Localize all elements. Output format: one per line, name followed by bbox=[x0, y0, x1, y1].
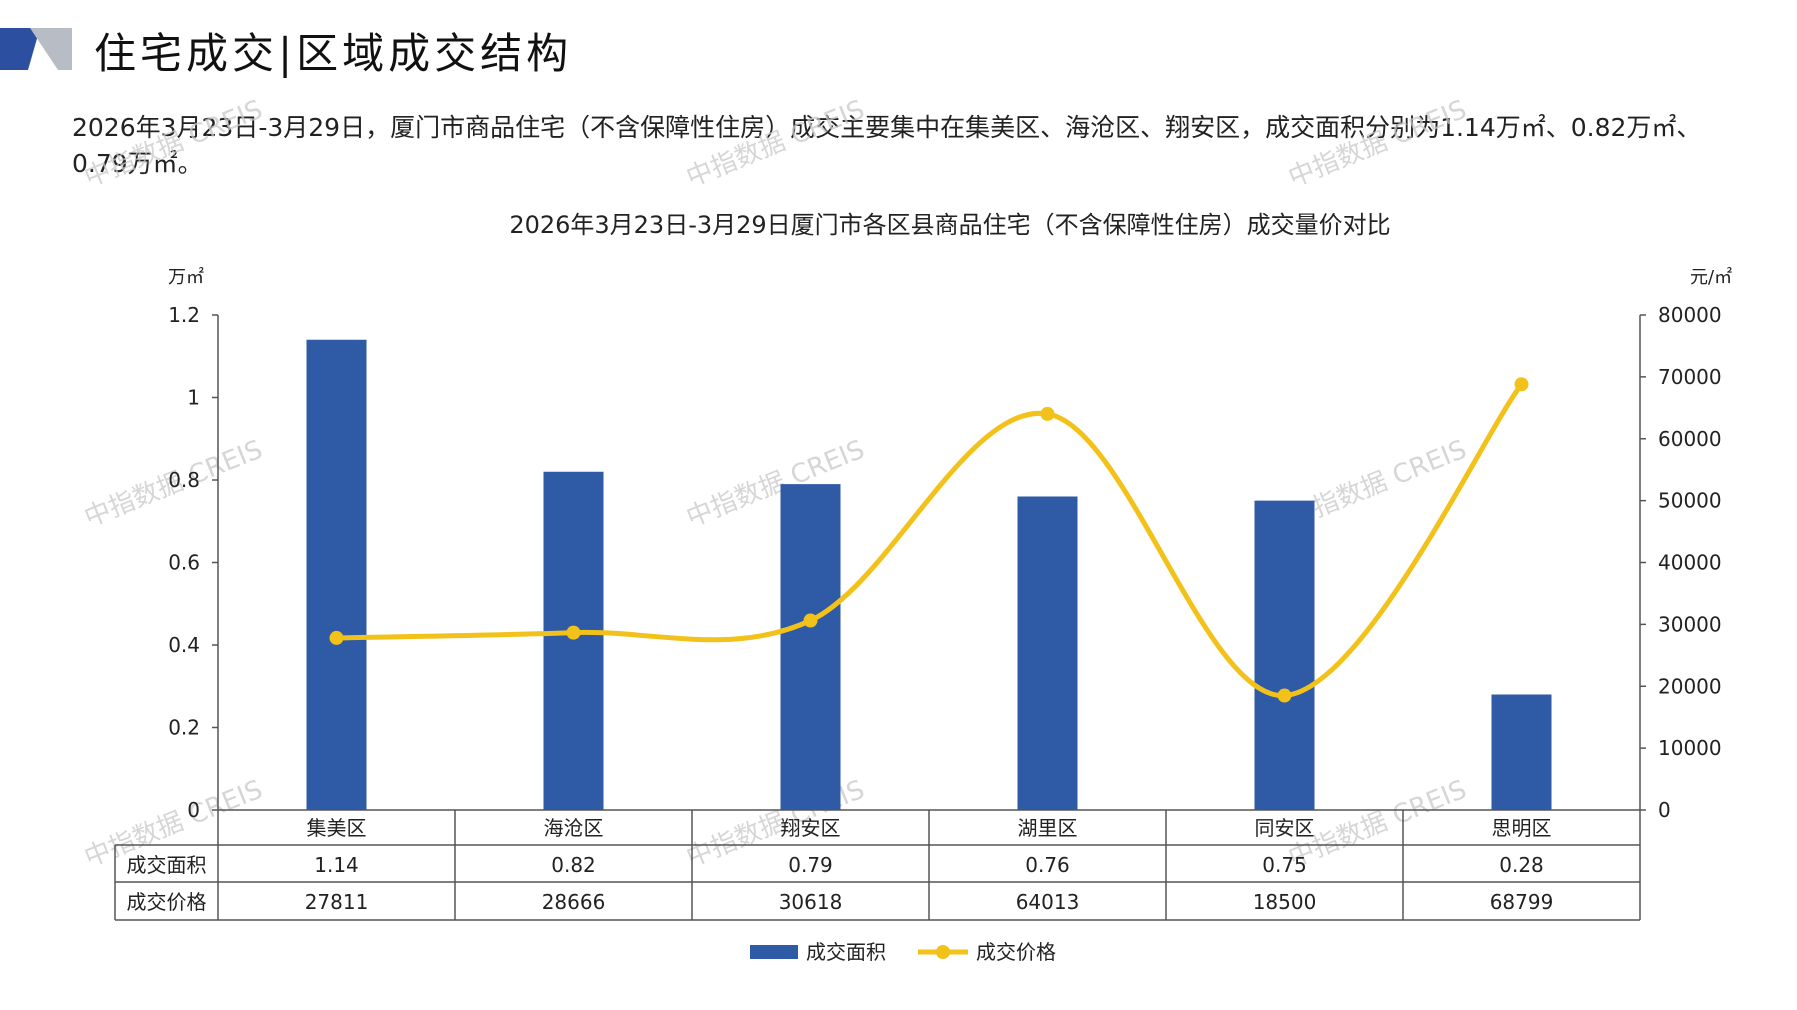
legend-line-marker bbox=[936, 945, 950, 959]
price-point bbox=[1040, 406, 1055, 421]
bar bbox=[1017, 496, 1078, 810]
price-line bbox=[336, 382, 1524, 699]
area-data-label: 1.14 bbox=[314, 853, 359, 877]
price-data-label: 28666 bbox=[542, 890, 606, 914]
y-right-tick-label: 30000 bbox=[1658, 612, 1722, 636]
bar bbox=[306, 339, 367, 810]
y-left-tick-label: 0 bbox=[187, 798, 200, 822]
price-data-label: 27811 bbox=[305, 890, 369, 914]
summary-text: 2026年3月23日-3月29日，厦门市商品住宅（不含保障性住房）成交主要集中在… bbox=[72, 113, 1702, 178]
bar bbox=[543, 471, 604, 810]
y-right-tick-label: 60000 bbox=[1658, 427, 1722, 451]
price-data-label: 68799 bbox=[1490, 890, 1554, 914]
legend-bar-label: 成交面积 bbox=[806, 940, 886, 964]
table-row-label: 成交面积 bbox=[127, 853, 207, 877]
y-left-unit: 万㎡ bbox=[168, 266, 204, 288]
y-right-tick-label: 40000 bbox=[1658, 551, 1722, 575]
area-data-label: 0.79 bbox=[788, 853, 833, 877]
y-right-unit: 元/㎡ bbox=[1690, 266, 1732, 288]
y-right-tick-label: 70000 bbox=[1658, 365, 1722, 389]
category-label: 同安区 bbox=[1255, 816, 1315, 840]
table-row-label: 成交价格 bbox=[127, 890, 207, 914]
y-right-tick-label: 80000 bbox=[1658, 303, 1722, 327]
category-label: 湖里区 bbox=[1018, 816, 1078, 840]
bar bbox=[1254, 500, 1315, 810]
area-data-label: 0.76 bbox=[1025, 853, 1070, 877]
y-left-tick-label: 0.4 bbox=[168, 633, 200, 657]
y-right-tick-label: 10000 bbox=[1658, 736, 1722, 760]
y-right-tick-label: 0 bbox=[1658, 798, 1671, 822]
legend-bar-swatch bbox=[750, 945, 798, 959]
price-point bbox=[1514, 377, 1529, 392]
header-light-shape bbox=[30, 28, 72, 70]
area-data-label: 0.28 bbox=[1499, 853, 1544, 877]
y-left-tick-label: 0.8 bbox=[168, 468, 200, 492]
header-decoration bbox=[0, 28, 72, 70]
y-left-tick-label: 0.6 bbox=[168, 551, 200, 575]
category-label: 集美区 bbox=[307, 816, 367, 840]
y-left-tick-label: 0.2 bbox=[168, 716, 200, 740]
bar bbox=[780, 484, 841, 810]
page-title: 住宅成交|区域成交结构 bbox=[94, 29, 573, 78]
y-left-tick-label: 1 bbox=[187, 386, 200, 410]
bar bbox=[1491, 694, 1552, 810]
area-data-label: 0.82 bbox=[551, 853, 596, 877]
price-point bbox=[1277, 688, 1292, 703]
price-point bbox=[566, 625, 581, 640]
price-data-label: 64013 bbox=[1016, 890, 1080, 914]
area-data-label: 0.75 bbox=[1262, 853, 1307, 877]
price-data-label: 18500 bbox=[1253, 890, 1317, 914]
y-left-tick-label: 1.2 bbox=[168, 303, 200, 327]
y-right-tick-label: 20000 bbox=[1658, 674, 1722, 698]
category-label: 翔安区 bbox=[781, 816, 841, 840]
price-point bbox=[329, 630, 344, 645]
price-point bbox=[803, 613, 818, 628]
price-data-label: 30618 bbox=[779, 890, 843, 914]
chart-title: 2026年3月23日-3月29日厦门市各区县商品住宅（不含保障性住房）成交量价对… bbox=[509, 211, 1390, 239]
y-right-tick-label: 50000 bbox=[1658, 489, 1722, 513]
legend-line-label: 成交价格 bbox=[976, 940, 1056, 964]
header-dark-shape bbox=[0, 28, 40, 70]
category-label: 海沧区 bbox=[544, 816, 604, 840]
category-label: 思明区 bbox=[1492, 816, 1552, 840]
